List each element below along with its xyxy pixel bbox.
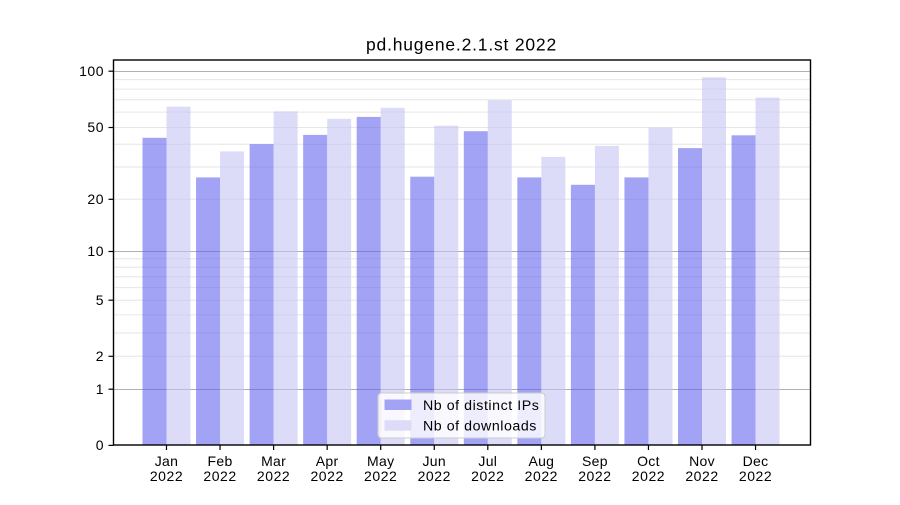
svg-text:1: 1 xyxy=(96,381,104,397)
svg-text:2022: 2022 xyxy=(632,468,665,484)
svg-text:2022: 2022 xyxy=(739,468,772,484)
svg-text:2022: 2022 xyxy=(364,468,397,484)
svg-text:May: May xyxy=(367,453,394,469)
svg-text:2022: 2022 xyxy=(203,468,236,484)
svg-text:Dec: Dec xyxy=(743,453,769,469)
svg-text:Apr: Apr xyxy=(316,453,339,469)
svg-text:pd.hugene.2.1.st 2022: pd.hugene.2.1.st 2022 xyxy=(366,35,557,55)
svg-text:Nb of distinct IPs: Nb of distinct IPs xyxy=(423,398,539,414)
svg-text:Sep: Sep xyxy=(582,453,608,469)
svg-text:Mar: Mar xyxy=(261,453,286,469)
svg-text:Feb: Feb xyxy=(208,453,233,469)
svg-text:2022: 2022 xyxy=(310,468,343,484)
svg-text:2022: 2022 xyxy=(525,468,558,484)
svg-text:Jul: Jul xyxy=(478,453,497,469)
svg-text:2022: 2022 xyxy=(418,468,451,484)
svg-text:2022: 2022 xyxy=(578,468,611,484)
svg-text:10: 10 xyxy=(87,243,104,259)
svg-text:100: 100 xyxy=(79,63,104,79)
svg-text:Jan: Jan xyxy=(155,453,178,469)
svg-text:2022: 2022 xyxy=(685,468,718,484)
svg-text:0: 0 xyxy=(96,437,104,453)
svg-text:Jun: Jun xyxy=(423,453,446,469)
svg-text:2: 2 xyxy=(96,348,104,364)
svg-text:Nb of downloads: Nb of downloads xyxy=(423,419,537,435)
svg-text:Oct: Oct xyxy=(637,453,660,469)
svg-text:2022: 2022 xyxy=(257,468,290,484)
svg-text:20: 20 xyxy=(87,191,104,207)
svg-text:Aug: Aug xyxy=(528,453,554,469)
svg-text:Nov: Nov xyxy=(689,453,715,469)
svg-text:5: 5 xyxy=(96,292,104,308)
svg-text:2022: 2022 xyxy=(471,468,504,484)
svg-text:2022: 2022 xyxy=(150,468,183,484)
svg-text:50: 50 xyxy=(87,119,104,135)
